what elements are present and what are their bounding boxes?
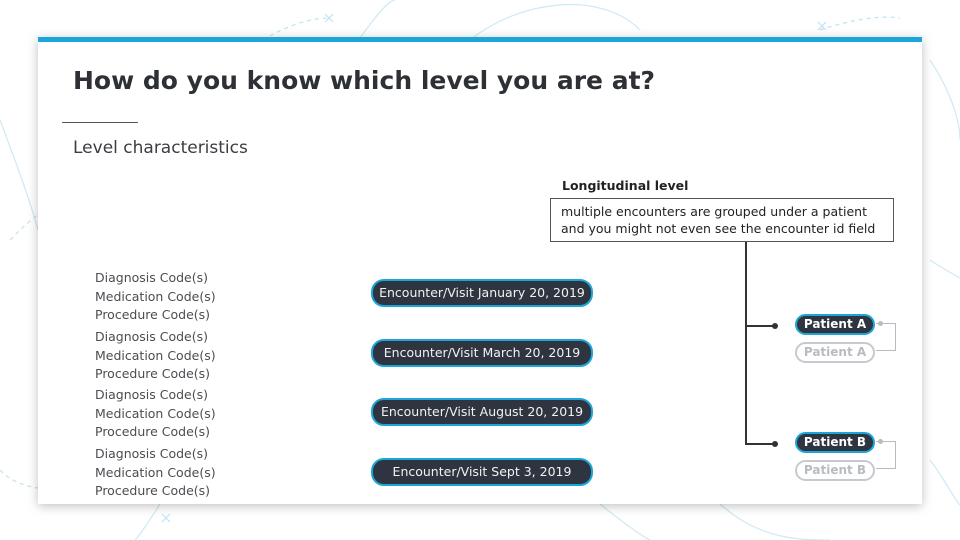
title-divider: [62, 122, 138, 123]
patient-a-pill: Patient A: [795, 314, 875, 335]
code-group-2: Diagnosis Code(s) Medication Code(s) Pro…: [95, 328, 216, 384]
encounter-pill-2: Encounter/Visit March 20, 2019: [371, 339, 593, 367]
patient-b-ghost-pill: Patient B: [795, 460, 875, 481]
code-group-4: Diagnosis Code(s) Medication Code(s) Pro…: [95, 445, 216, 501]
patient-a-ghost-pill: Patient A: [795, 342, 875, 363]
longitudinal-description-box: multiple encounters are grouped under a …: [550, 198, 894, 242]
slide-card: How do you know which level you are at? …: [38, 37, 922, 504]
patient-b-pill: Patient B: [795, 432, 875, 453]
connector-dot-a: [772, 323, 778, 329]
encounter-pill-3: Encounter/Visit August 20, 2019: [371, 398, 593, 426]
procedure-code-label: Procedure Code(s): [95, 366, 211, 381]
procedure-code-label: Procedure Code(s): [95, 424, 211, 439]
medication-code-label: Medication Code(s): [95, 288, 216, 304]
medication-code-label: Medication Code(s): [95, 347, 216, 363]
longitudinal-level-label: Longitudinal level: [562, 178, 689, 193]
connector-vertical-line: [745, 242, 747, 444]
patient-b-bracket-dot: [878, 439, 883, 444]
encounter-pill-4: Encounter/Visit Sept 3, 2019: [371, 458, 593, 486]
slide-title: How do you know which level you are at?: [73, 66, 656, 95]
slide-subtitle: Level characteristics: [73, 138, 248, 158]
diagnosis-code-label: Diagnosis Code(s): [95, 387, 209, 402]
medication-code-label: Medication Code(s): [95, 464, 216, 480]
patient-b-bracket: [876, 441, 896, 469]
medication-code-label: Medication Code(s): [95, 405, 216, 421]
patient-a-bracket: [876, 323, 896, 351]
procedure-code-label: Procedure Code(s): [95, 307, 211, 322]
patient-a-bracket-dot: [878, 321, 883, 326]
connector-to-patient-a: [745, 325, 775, 327]
procedure-code-label: Procedure Code(s): [95, 483, 211, 498]
diagnosis-code-label: Diagnosis Code(s): [95, 329, 209, 344]
code-group-3: Diagnosis Code(s) Medication Code(s) Pro…: [95, 386, 216, 442]
diagnosis-code-label: Diagnosis Code(s): [95, 446, 209, 461]
encounter-pill-1: Encounter/Visit January 20, 2019: [371, 279, 593, 307]
diagnosis-code-label: Diagnosis Code(s): [95, 270, 209, 285]
connector-dot-b: [772, 441, 778, 447]
connector-to-patient-b: [745, 443, 775, 445]
code-group-1: Diagnosis Code(s) Medication Code(s) Pro…: [95, 269, 216, 325]
